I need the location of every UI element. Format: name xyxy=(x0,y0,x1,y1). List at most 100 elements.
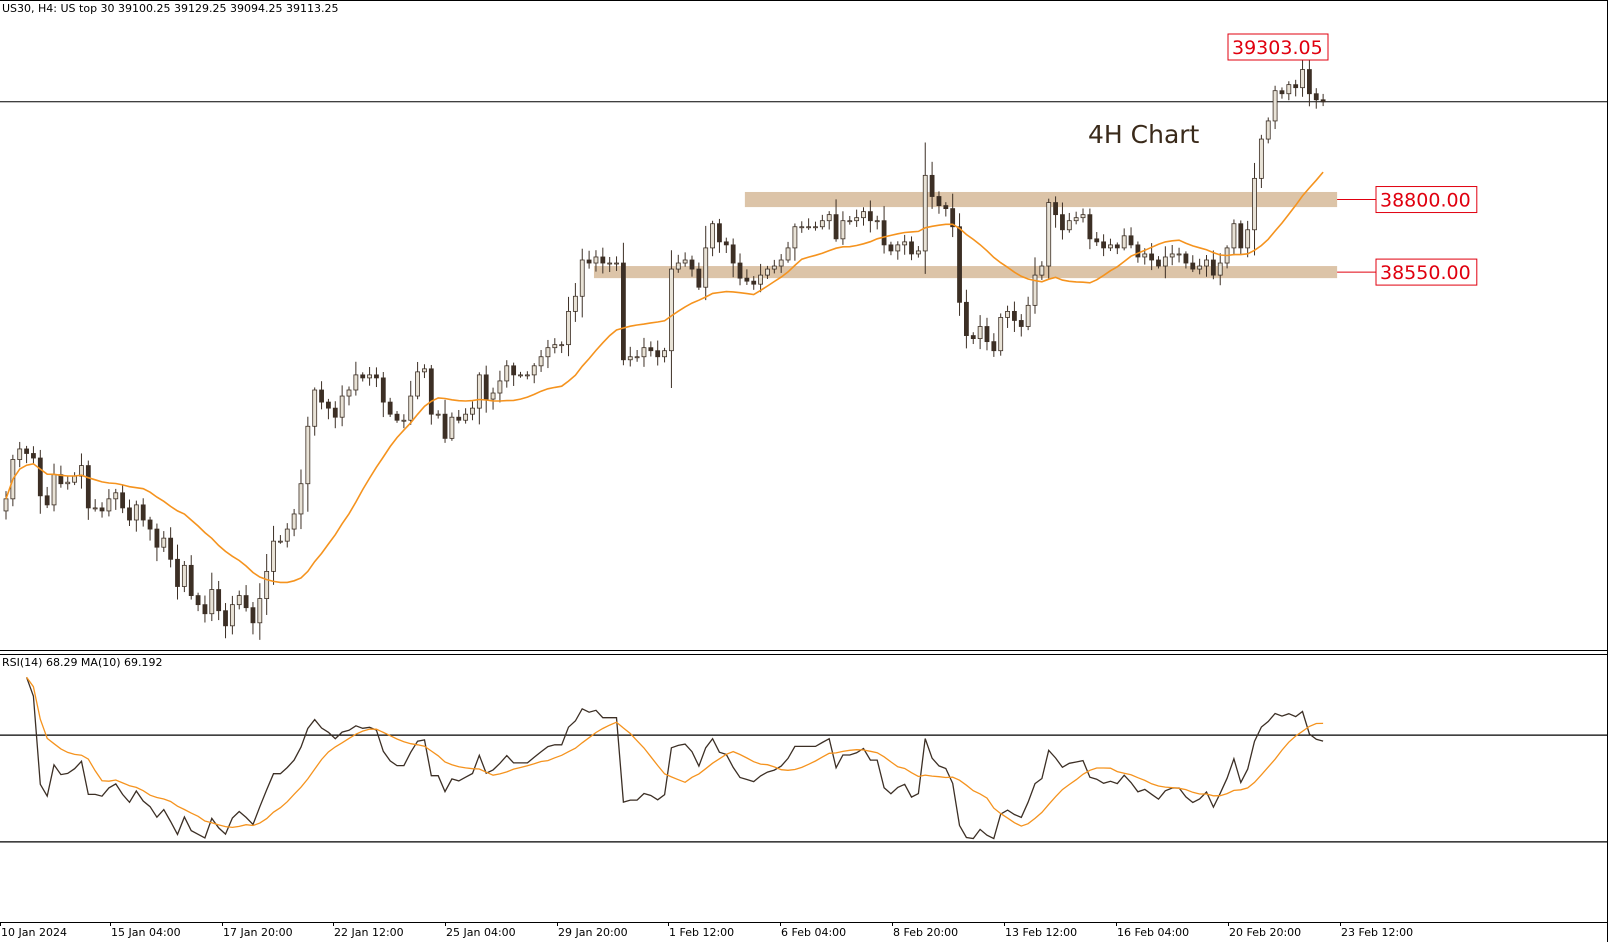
candle xyxy=(943,202,949,217)
candle xyxy=(970,332,976,345)
candle xyxy=(785,241,791,263)
candle xyxy=(819,214,825,230)
candle xyxy=(168,527,174,568)
candle xyxy=(627,346,633,367)
candle xyxy=(621,242,626,366)
candle xyxy=(490,387,496,410)
candle xyxy=(566,296,571,357)
x-tick-label: 8 Feb 20:00 xyxy=(893,926,958,939)
candle xyxy=(127,499,132,527)
candle xyxy=(1087,208,1093,250)
candle xyxy=(408,380,414,425)
candle xyxy=(483,365,489,413)
candle xyxy=(271,525,276,585)
candle xyxy=(1231,219,1237,256)
candle xyxy=(1217,253,1223,286)
candle xyxy=(511,362,517,386)
candle xyxy=(106,489,112,517)
candle xyxy=(1252,162,1257,256)
candle xyxy=(92,499,98,512)
candle xyxy=(1005,305,1010,328)
candle xyxy=(44,486,50,509)
svg-text:38800.00: 38800.00 xyxy=(1380,190,1471,212)
candle xyxy=(1080,208,1086,223)
price-moving-average-line xyxy=(5,171,1324,584)
candle xyxy=(758,263,763,293)
candle xyxy=(1293,79,1299,97)
candle xyxy=(861,207,866,226)
candle xyxy=(1094,232,1100,246)
candle xyxy=(339,385,345,427)
candle xyxy=(998,313,1004,356)
candle xyxy=(531,363,537,384)
candle xyxy=(723,237,729,254)
candle xyxy=(703,225,709,301)
svg-text:38550.00: 38550.00 xyxy=(1380,262,1471,284)
candle xyxy=(24,445,29,464)
candle xyxy=(614,256,619,271)
candle xyxy=(1197,258,1203,275)
candle xyxy=(847,215,853,225)
zone-price-label: 38550.00 xyxy=(1337,258,1478,286)
candle xyxy=(545,339,551,369)
candle xyxy=(380,372,386,418)
candle xyxy=(710,220,715,257)
candle xyxy=(593,250,599,272)
candle xyxy=(1169,244,1175,266)
x-tick-label: 15 Jan 04:00 xyxy=(111,926,181,939)
candle xyxy=(113,488,119,510)
candle xyxy=(277,535,283,544)
candle xyxy=(1053,196,1058,228)
candle xyxy=(188,555,194,600)
candle xyxy=(319,381,324,410)
candle xyxy=(1313,88,1319,109)
candle xyxy=(929,161,935,209)
candle xyxy=(1060,202,1065,240)
candle xyxy=(442,399,448,443)
candle xyxy=(140,498,146,527)
candle xyxy=(552,338,558,354)
candle xyxy=(518,371,523,378)
svg-text:39303.05: 39303.05 xyxy=(1232,37,1323,59)
candle xyxy=(1238,220,1244,255)
candle xyxy=(1258,134,1264,188)
x-axis: 10 Jan 2024 15 Jan 04:00 17 Jan 20:00 22 Ja… xyxy=(0,922,1413,939)
candle xyxy=(559,341,565,354)
zone-price-label: 38800.00 xyxy=(1337,186,1478,214)
x-tick-label: 13 Feb 12:00 xyxy=(1005,926,1077,939)
candle xyxy=(1190,255,1196,273)
candle xyxy=(229,595,235,635)
candle xyxy=(17,441,23,468)
candle xyxy=(428,364,434,425)
candle xyxy=(31,446,36,464)
candle xyxy=(765,265,770,279)
candle xyxy=(751,276,757,290)
candle xyxy=(1108,238,1113,252)
candle xyxy=(964,289,969,349)
candle xyxy=(915,246,921,258)
candle xyxy=(175,544,180,600)
x-tick-label: 22 Jan 12:00 xyxy=(334,926,404,939)
candle xyxy=(65,475,71,490)
candle xyxy=(909,236,914,261)
candle xyxy=(1128,227,1134,249)
candle xyxy=(449,412,455,441)
candle xyxy=(394,411,400,423)
rsi-moving-average-line xyxy=(26,676,1324,829)
candle xyxy=(326,398,331,420)
candle xyxy=(367,367,372,386)
price-layer xyxy=(0,44,1608,640)
candle xyxy=(922,142,928,274)
candle xyxy=(257,583,263,640)
candle xyxy=(936,191,942,214)
candle xyxy=(264,553,270,615)
candle xyxy=(1176,247,1182,263)
candle xyxy=(826,211,832,230)
candle xyxy=(607,256,613,273)
candle xyxy=(1066,212,1072,233)
candle xyxy=(298,469,304,530)
candle xyxy=(1114,242,1120,255)
candle xyxy=(1156,256,1161,269)
candle xyxy=(332,401,338,429)
